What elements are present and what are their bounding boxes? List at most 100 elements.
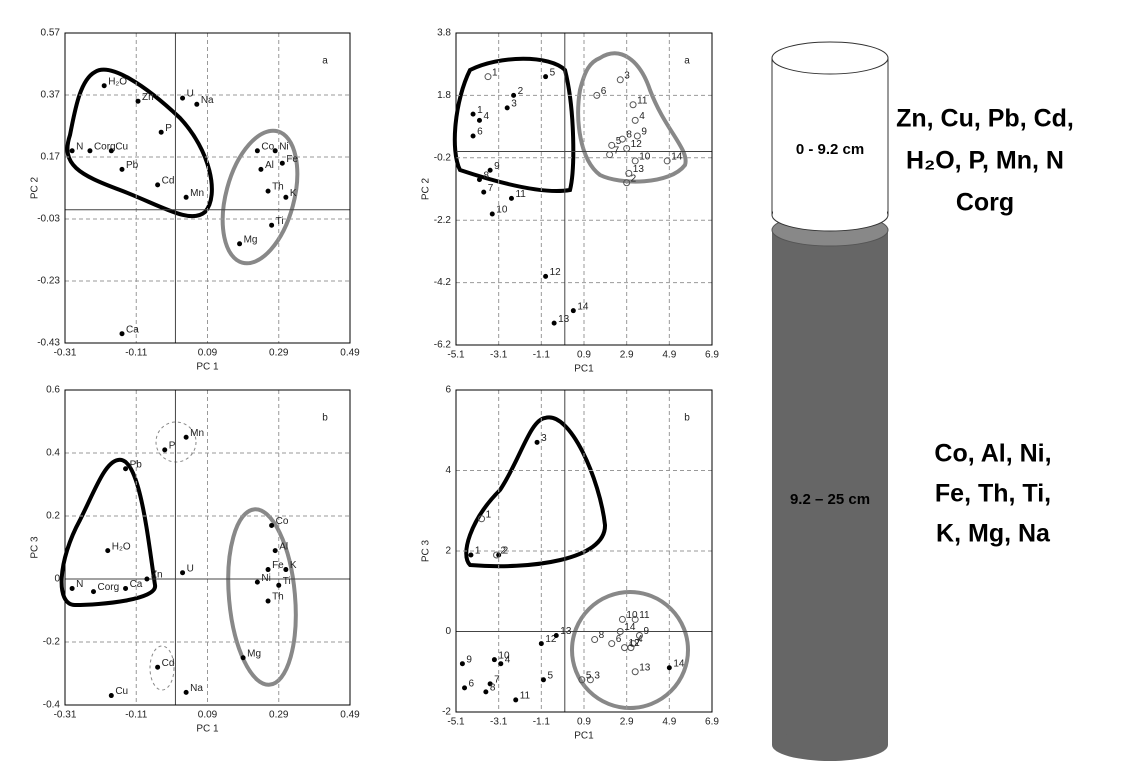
y-tick-label: 2 bbox=[445, 546, 451, 557]
element-list: Corg bbox=[956, 189, 1014, 217]
point-label: H₂O bbox=[108, 76, 127, 87]
point-label: 11 bbox=[515, 189, 526, 200]
y-tick-label: -0.2 bbox=[43, 637, 61, 648]
data-point bbox=[477, 118, 481, 122]
core-cylinder: 0 - 9.2 cm 9.2 – 25 cm bbox=[772, 42, 888, 761]
point-label: 13 bbox=[558, 314, 570, 325]
point-label: P bbox=[165, 123, 172, 134]
point-label: Ti bbox=[276, 216, 284, 227]
point-label: Ni bbox=[261, 573, 270, 584]
data-point bbox=[241, 656, 245, 660]
x-tick-label: 0.29 bbox=[269, 348, 289, 359]
data-point bbox=[463, 686, 467, 690]
data-point bbox=[622, 645, 628, 651]
data-point bbox=[70, 586, 74, 590]
data-point bbox=[544, 274, 548, 278]
y-tick-label: -0.43 bbox=[37, 338, 60, 349]
point-label: 8 bbox=[599, 630, 605, 641]
data-point bbox=[280, 161, 284, 165]
point-label: Ca bbox=[130, 579, 143, 590]
data-point bbox=[539, 642, 543, 646]
point-label: 11 bbox=[520, 691, 531, 702]
point-label: P bbox=[169, 440, 176, 451]
point-label: 5 bbox=[550, 67, 556, 78]
y-tick-label: -2 bbox=[442, 707, 451, 718]
data-point bbox=[181, 96, 185, 100]
point-label: 1 bbox=[475, 546, 481, 557]
point-label: Th bbox=[272, 182, 284, 193]
y-axis-label: PC 3 bbox=[421, 539, 432, 562]
data-point bbox=[266, 599, 270, 603]
point-label: Ni bbox=[279, 141, 288, 152]
y-tick-label: -6.2 bbox=[434, 340, 452, 351]
point-label: Th bbox=[272, 592, 284, 603]
y-tick-label: 1.8 bbox=[437, 90, 451, 101]
point-label: 10 bbox=[496, 205, 508, 216]
point-label: 11 bbox=[637, 95, 648, 106]
y-tick-label: 3.8 bbox=[437, 28, 451, 39]
figure: 0 - 9.2 cm 9.2 – 25 cm Zn, Cu, Pb, Cd, H… bbox=[0, 0, 1126, 765]
depth-label: 0 - 9.2 cm bbox=[796, 141, 864, 158]
panel-annotation: a bbox=[322, 56, 328, 67]
point-label: 14 bbox=[673, 658, 685, 669]
data-point bbox=[488, 168, 492, 172]
point-label: 3 bbox=[511, 99, 517, 110]
data-point bbox=[471, 112, 475, 116]
point-label: Zn bbox=[151, 570, 163, 581]
data-point bbox=[482, 190, 486, 194]
point-label: Pb bbox=[130, 459, 143, 470]
point-label: 12 bbox=[631, 139, 643, 150]
x-tick-label: 0.49 bbox=[340, 710, 360, 721]
data-point bbox=[632, 117, 638, 123]
data-point bbox=[554, 634, 558, 638]
y-tick-label: 0.37 bbox=[41, 90, 61, 101]
data-point bbox=[284, 195, 288, 199]
point-label: K bbox=[290, 188, 297, 199]
data-point bbox=[109, 149, 113, 153]
x-tick-label: -0.31 bbox=[54, 348, 77, 359]
element-list: Fe, Th, Ti, bbox=[935, 480, 1051, 508]
data-point bbox=[88, 149, 92, 153]
cluster-outline bbox=[455, 59, 573, 191]
data-point bbox=[102, 84, 106, 88]
point-label: 1 bbox=[486, 509, 492, 520]
x-tick-label: -3.1 bbox=[490, 717, 508, 728]
x-tick-label: -5.1 bbox=[447, 717, 465, 728]
point-label: 14 bbox=[671, 152, 683, 163]
data-point bbox=[156, 665, 160, 669]
y-tick-label: 4 bbox=[445, 465, 451, 476]
data-point bbox=[512, 93, 516, 97]
page: {"chart_data": [ {"type": "scatter", "xl… bbox=[0, 0, 1126, 770]
data-point bbox=[630, 102, 636, 108]
point-label: 2 bbox=[501, 546, 507, 557]
data-point bbox=[460, 662, 464, 666]
data-point bbox=[136, 99, 140, 103]
point-label: 3 bbox=[594, 670, 600, 681]
point-label: N bbox=[76, 141, 83, 152]
x-tick-label: 4.9 bbox=[662, 350, 676, 361]
data-point bbox=[124, 586, 128, 590]
data-point bbox=[667, 666, 671, 670]
x-tick-label: -3.1 bbox=[490, 350, 508, 361]
data-point bbox=[609, 641, 615, 647]
x-axis-label: PC1 bbox=[574, 364, 594, 375]
x-tick-label: 0.09 bbox=[198, 710, 218, 721]
point-label: 11 bbox=[639, 610, 650, 621]
data-point bbox=[270, 223, 274, 227]
y-tick-label: 0 bbox=[54, 574, 60, 585]
point-label: 6 bbox=[616, 634, 622, 645]
point-label: Corg bbox=[98, 582, 120, 593]
data-point bbox=[484, 690, 488, 694]
point-label: Cu bbox=[115, 686, 128, 697]
point-label: Na bbox=[190, 683, 203, 694]
point-label: 9 bbox=[641, 127, 647, 138]
y-tick-label: -0.03 bbox=[37, 214, 60, 225]
data-point bbox=[571, 309, 575, 313]
data-point bbox=[109, 694, 113, 698]
point-label: Fe bbox=[286, 154, 298, 165]
point-label: 3 bbox=[541, 433, 547, 444]
point-label: 2 bbox=[518, 86, 524, 97]
point-label: Cd bbox=[162, 658, 175, 669]
x-tick-label: 0.9 bbox=[577, 717, 591, 728]
